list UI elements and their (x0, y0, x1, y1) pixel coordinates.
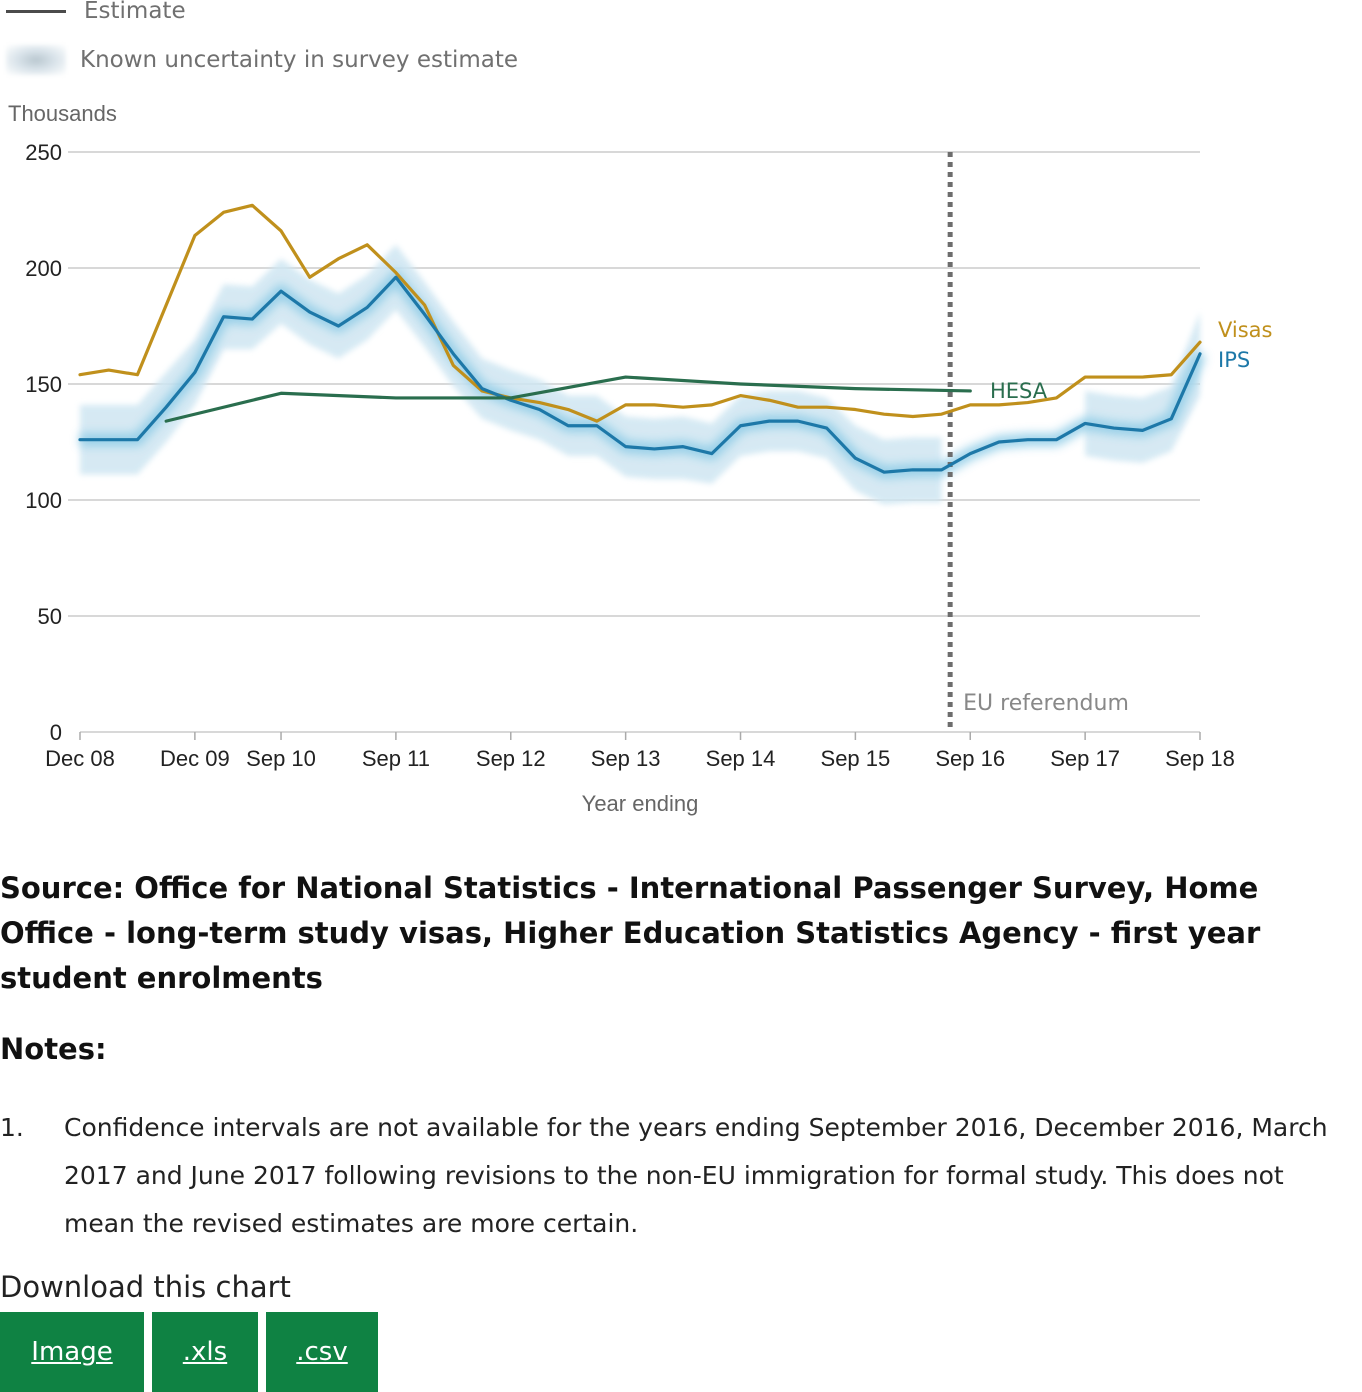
gridlines (68, 151, 1200, 617)
series-label-visas: Visas (1218, 318, 1273, 342)
x-tick-label-sep-13: Sep 13 (591, 746, 661, 771)
uncertainty-band-swatch (6, 45, 66, 75)
notes-heading: Notes: (0, 1032, 107, 1066)
line-chart: Thousands 0 50 100 150 200 250 Dec 08 Dec 09 Se… (8, 101, 1273, 816)
note-number: 1. (0, 1113, 24, 1142)
download-buttons: Image .xls .csv (0, 1312, 386, 1392)
y-axis: 0 50 100 150 200 250 (25, 140, 62, 745)
y-tick-label-150: 150 (25, 372, 62, 397)
y-tick-label-250: 250 (25, 140, 62, 165)
estimate-line-swatch (6, 9, 66, 13)
x-tick-label-sep-10: Sep 10 (246, 746, 316, 771)
download-heading: Download this chart (0, 1270, 291, 1304)
x-tick-label-sep-15: Sep 15 (821, 746, 891, 771)
chart-legend: Estimate Known uncertainty in survey est… (0, 0, 700, 90)
series-line-ips (78, 275, 1202, 474)
legend-item-estimate: Estimate (0, 0, 186, 28)
x-tick-label-sep-18: Sep 18 (1165, 746, 1235, 771)
referendum-annotation: EU referendum (947, 152, 1129, 732)
x-tick-label-dec-09: Dec 09 (160, 746, 230, 771)
x-tick-label-sep-11: Sep 11 (362, 746, 430, 771)
legend-label-uncertainty: Known uncertainty in survey estimate (80, 47, 519, 73)
uncertainty-band (80, 244, 942, 505)
legend-label-estimate: Estimate (84, 0, 186, 24)
x-tick-label-sep-17: Sep 17 (1050, 746, 1120, 771)
y-axis-title: Thousands (8, 101, 117, 126)
note-item: 1. Confidence intervals are not availabl… (0, 1104, 1362, 1248)
download-xls-button[interactable]: .xls (152, 1312, 258, 1392)
series-label-ips: IPS (1218, 348, 1250, 372)
series-labels: Visas IPS HESA (990, 318, 1273, 403)
series-line-visas (78, 203, 1202, 423)
eu-referendum-label: EU referendum (963, 691, 1129, 716)
uncertainty-bands (80, 244, 1206, 505)
x-axis-title: Year ending (582, 791, 699, 816)
y-tick-label-50: 50 (38, 604, 62, 629)
series-line-hesa (164, 375, 972, 423)
y-tick-label-100: 100 (25, 488, 62, 513)
notes-list: 1. Confidence intervals are not availabl… (0, 1104, 1362, 1248)
series-lines (78, 203, 1202, 474)
x-tick-label-sep-16: Sep 16 (935, 746, 1005, 771)
series-label-hesa: HESA (990, 379, 1048, 403)
x-tick-label-sep-14: Sep 14 (706, 746, 776, 771)
download-csv-button[interactable]: .csv (266, 1312, 378, 1392)
y-tick-label-0: 0 (50, 720, 62, 745)
x-tick-label-sep-12: Sep 12 (476, 746, 546, 771)
x-tick-label-dec-08: Dec 08 (45, 746, 115, 771)
download-image-button[interactable]: Image (0, 1312, 144, 1392)
note-text: Confidence intervals are not available f… (64, 1113, 1328, 1238)
x-axis: Dec 08 Dec 09 Sep 10 Sep 11 Sep 12 Sep 13 Sep … (45, 731, 1235, 771)
y-tick-label-200: 200 (25, 256, 62, 281)
source-text: Source: Office for National Statistics -… (0, 871, 1261, 995)
legend-item-uncertainty: Known uncertainty in survey estimate (0, 43, 518, 77)
